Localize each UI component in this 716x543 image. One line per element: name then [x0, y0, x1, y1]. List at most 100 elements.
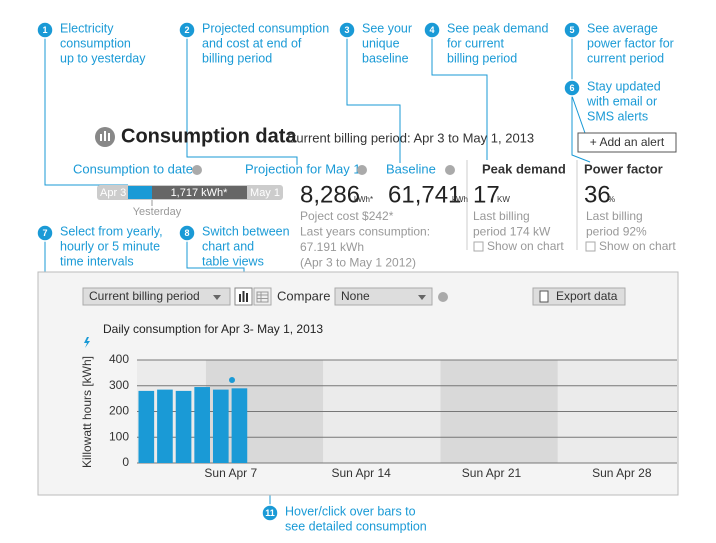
checkbox-label[interactable]: Show on chart [599, 239, 676, 253]
hover-dot [229, 377, 235, 383]
annotation-text: billing period [202, 51, 272, 65]
title: Consumption data [121, 125, 297, 147]
annotation-text: with email or [586, 94, 657, 108]
y-axis-label: Killowatt hours [kWh] [80, 356, 94, 468]
y-tick-label: 100 [109, 429, 129, 443]
x-tick-label: Sun Apr 28 [592, 466, 652, 480]
export-icon [539, 290, 549, 303]
bar [157, 389, 173, 463]
annotation-text: SMS alerts [587, 109, 648, 123]
metric-value: 8,286 [300, 181, 360, 208]
connector [571, 96, 591, 163]
interval-select[interactable] [82, 287, 231, 306]
bar [231, 388, 248, 463]
badge [423, 21, 441, 39]
icon-bar [239, 294, 241, 302]
metric-unit: % [608, 195, 615, 204]
annotation-text: consumption [60, 36, 131, 50]
icon-bar [104, 131, 106, 141]
metric-value: 17 [473, 181, 500, 208]
metric-detail: (Apr 3 to May 1 2012) [300, 256, 416, 270]
icon-bar [242, 291, 245, 302]
table-icon [256, 291, 269, 303]
compare-select[interactable] [334, 287, 433, 306]
export-button[interactable] [532, 287, 626, 306]
metric-label: Projection for May 1 [245, 161, 361, 176]
badge [178, 21, 196, 39]
y-tick-label: 0 [122, 455, 129, 469]
metric-unit: kWh [452, 195, 468, 204]
marker-label: Yesterday [133, 206, 182, 218]
annotation-text: current period [587, 51, 664, 65]
add-alert-button[interactable] [577, 132, 677, 153]
annotation-text: see detailed consumption [285, 519, 427, 533]
billing-period: Current billing period: Apr 3 to May 1, … [287, 130, 534, 145]
metric-detail: Last billing [586, 209, 643, 223]
badge-number: 2 [184, 25, 189, 35]
bar [212, 389, 229, 463]
annotation-text: unique [362, 36, 400, 50]
metric-detail: Last billing [473, 209, 530, 223]
lightning-icon [84, 337, 90, 348]
checkbox[interactable] [473, 241, 484, 252]
metric-unit: kWh* [354, 195, 373, 204]
badge-number: 11 [265, 508, 275, 518]
annotation-text: See peak demand [447, 21, 549, 35]
badge-number: 4 [429, 25, 434, 35]
icon-bar [108, 133, 110, 141]
annotation-text: time intervals [60, 254, 134, 268]
metric-detail: Last years consumption: [300, 225, 430, 239]
export-label[interactable]: Export data [556, 289, 618, 303]
progress-fill [128, 186, 152, 199]
help-icon[interactable] [438, 292, 448, 302]
metric-label: Consumption to date [73, 161, 193, 176]
annotation-text: Projected consumption [202, 21, 329, 35]
annotation-text: Switch between [202, 224, 290, 238]
annotation-text: See average [587, 21, 658, 35]
badge [36, 21, 54, 39]
metric-label: Baseline [386, 161, 436, 176]
help-icon[interactable] [445, 165, 455, 175]
interval-value[interactable]: Current billing period [89, 289, 200, 303]
badge-number: 7 [42, 228, 47, 238]
annotation-text: up to yesterday [60, 51, 146, 65]
badge-number: 5 [569, 25, 574, 35]
dropdown-arrow [418, 295, 426, 300]
icon-bar [100, 134, 102, 141]
help-icon[interactable] [357, 165, 367, 175]
plot: 0 100 200 300 400 Sun Apr 7 Sun Apr 14 Sun Apr … [109, 352, 677, 480]
bar [138, 390, 155, 463]
checkbox[interactable] [585, 241, 596, 252]
annotation-text: Select from yearly, [60, 224, 163, 238]
add-alert-label[interactable]: + Add an alert [590, 135, 665, 149]
annotation-text: table views [202, 254, 264, 268]
progress-end: May 1 [250, 187, 280, 199]
annotation-text: Electricity [60, 21, 114, 35]
connector [186, 38, 298, 165]
chart-title: Daily consumption for Apr 3- May 1, 2013 [103, 322, 323, 336]
progress-start: Apr 3 [100, 187, 126, 199]
checkbox-label[interactable]: Show on chart [487, 239, 564, 253]
y-tick-label: 400 [109, 352, 129, 366]
bar [194, 387, 210, 463]
y-tick-label: 200 [109, 404, 129, 418]
badge [563, 21, 581, 39]
x-tick-label: Sun Apr 14 [331, 466, 391, 480]
bar [175, 390, 192, 463]
progress-remaining [152, 186, 247, 199]
badge-number: 1 [42, 25, 47, 35]
icon-bar [246, 293, 248, 302]
badge [178, 224, 196, 242]
help-icon[interactable] [192, 165, 202, 175]
compare-value[interactable]: None [341, 289, 370, 303]
connector [571, 95, 586, 134]
metric-detail: period 92% [586, 225, 647, 239]
metric-value: 36 [584, 181, 611, 208]
badge [261, 504, 279, 522]
annotation-text: and cost at end of [202, 36, 302, 50]
annotation-text: billing period [447, 51, 517, 65]
x-tick-label: Sun Apr 21 [462, 466, 522, 480]
badge [36, 224, 54, 242]
metric-label: Peak demand [482, 161, 566, 176]
